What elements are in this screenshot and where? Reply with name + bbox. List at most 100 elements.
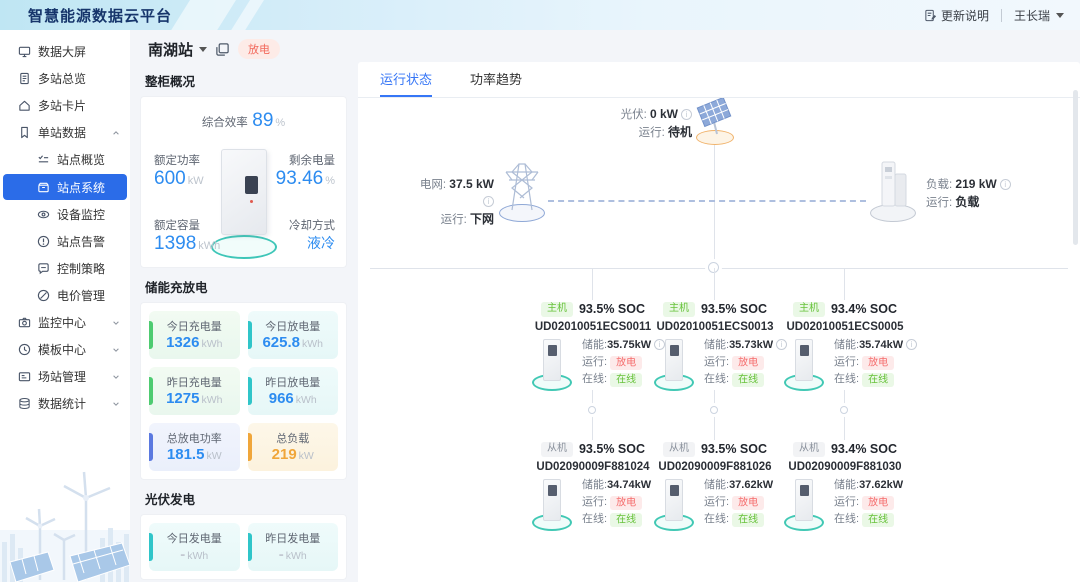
- battery-cabinet-icon: [652, 337, 698, 393]
- switch-station-icon[interactable]: [215, 42, 230, 57]
- info-icon[interactable]: i: [483, 196, 494, 207]
- pv-label: 光伏:: [620, 109, 647, 121]
- tile-accent: [247, 377, 252, 405]
- section-title-cabinet: 整柜概况: [145, 75, 196, 89]
- archive-box-icon: [38, 182, 49, 192]
- sidebar-group-single-station[interactable]: 单站数据: [0, 119, 130, 146]
- run-label: 运行:: [582, 356, 608, 368]
- main-panel: 运行状态 功率趋势 光伏: 0 kW i 运行: 待机 电网: 37.5 kWi: [358, 62, 1080, 582]
- tile-value: -: [180, 546, 186, 563]
- unit-serial: UD02090009F881026: [658, 461, 772, 473]
- chat-bubble-icon: [38, 263, 49, 275]
- tab-running-status[interactable]: 运行状态: [380, 62, 433, 97]
- tile-accent: [149, 377, 153, 405]
- chevron-down-icon: [113, 374, 119, 379]
- stat-value: 1398: [154, 233, 197, 254]
- tile-accent: [247, 433, 252, 461]
- role-badge: 从机: [540, 441, 573, 457]
- update-notes-button[interactable]: 更新说明: [924, 7, 989, 24]
- stat-unit: %: [325, 175, 335, 187]
- tile-unit: kW: [298, 450, 314, 462]
- sidebar-item-label: 多站总览: [38, 72, 87, 86]
- station-name: 南湖站: [148, 41, 194, 59]
- role-badge: 主机: [540, 301, 573, 317]
- sidebar-item-label: 站点告警: [57, 235, 106, 249]
- sidebar-item-site-system[interactable]: 站点系统: [3, 174, 127, 200]
- topbar-divider: [1000, 8, 1002, 22]
- battery-unit-slave-3: 从机 93.4% SOC UD02090009F881030 储能:37.62kW…: [770, 440, 920, 533]
- unit-serial: UD02090009F881024: [536, 461, 650, 473]
- sidebar-item-label: 数据大屏: [38, 45, 87, 59]
- stat-tile-total-discharge-power: 总放电功率 181.5 kW: [149, 423, 240, 471]
- chevron-down-icon: [113, 320, 119, 325]
- chevron-down-icon: [199, 46, 208, 52]
- unit-info: 储能:35.75kW i 运行: 放电 在线: 在线: [576, 337, 668, 393]
- stat-tile-today-generation: 今日发电量 - kWh: [149, 523, 240, 571]
- chevron-down-icon: [113, 401, 119, 406]
- tab-power-trend[interactable]: 功率趋势: [470, 72, 523, 87]
- camera-icon: [18, 317, 31, 328]
- sidebar-item-device-monitor[interactable]: 设备监控: [0, 201, 130, 228]
- sidebar-item-data-screen[interactable]: 数据大屏: [0, 38, 130, 65]
- sidebar-item-label: 数据统计: [38, 397, 87, 411]
- info-icon[interactable]: i: [999, 179, 1011, 190]
- battery-cabinet-icon: [782, 337, 828, 393]
- power-label: 储能:: [704, 339, 730, 351]
- sidebar-item-site-overview[interactable]: 站点概览: [0, 146, 130, 173]
- tile-value: 181.5: [166, 446, 205, 463]
- sidebar-item-price-manage[interactable]: 电价管理: [0, 282, 130, 309]
- battery-unit-slave-1: 从机 93.5% SOC UD02090009F881024 储能:34.74kW…: [518, 440, 668, 533]
- cabinet-base-ring: [210, 235, 277, 259]
- home-icon: [19, 100, 30, 111]
- sidebar-group-template-center[interactable]: 模板中心: [0, 336, 130, 363]
- sidebar-item-multi-overview[interactable]: 多站总览: [0, 65, 130, 92]
- sidebar-item-control-strategy[interactable]: 控制策略: [0, 255, 130, 282]
- tile-accent: [247, 533, 252, 561]
- grid-base-ring: [499, 204, 545, 222]
- battery-box: [795, 479, 813, 521]
- info-icon[interactable]: i: [776, 339, 788, 350]
- run-badge: 放电: [732, 355, 765, 370]
- battery-box: [795, 339, 813, 381]
- battery-screen: [548, 345, 557, 356]
- stat-unit: %: [275, 117, 286, 129]
- sidebar-item-multi-cards[interactable]: 多站卡片: [0, 92, 130, 119]
- sidebar-group-data-stats[interactable]: 数据统计: [0, 390, 130, 417]
- role-badge: 主机: [792, 301, 825, 317]
- sidebar-group-monitor-center[interactable]: 监控中心: [0, 309, 130, 336]
- info-icon[interactable]: i: [681, 109, 692, 120]
- battery-cabinet-icon: [530, 477, 576, 533]
- power-value: 35.74kW: [859, 339, 904, 351]
- grid-node-info: 电网: 37.5 kW i 运行: 下网: [406, 176, 494, 229]
- main-tabs: 运行状态 功率趋势: [358, 62, 1080, 98]
- online-label: 在线:: [704, 513, 730, 525]
- user-menu[interactable]: 王长瑞: [1014, 7, 1064, 24]
- battery-screen: [670, 485, 679, 496]
- info-icon[interactable]: i: [906, 339, 918, 350]
- sidebar-group-station-manage[interactable]: 场站管理: [0, 363, 130, 390]
- transmission-tower-icon: [505, 163, 539, 211]
- battery-screen: [548, 485, 557, 496]
- sidebar-item-label: 监控中心: [38, 316, 87, 330]
- battery-unit-master-1: 主机 93.5% SOC UD02010051ECS0011 储能:35.75kW…: [518, 300, 668, 393]
- circle-slash-icon: [37, 289, 50, 302]
- grid-run-value: 下网: [469, 212, 494, 226]
- update-notes-label: 更新说明: [940, 8, 989, 23]
- stat-tile-yesterday-generation: 昨日发电量 - kWh: [247, 523, 338, 571]
- topbar-actions: 更新说明 王长瑞: [924, 0, 1064, 30]
- station-selector[interactable]: 南湖站: [148, 39, 208, 60]
- vertical-scrollbar[interactable]: [1073, 90, 1078, 245]
- pair-connector-2: [714, 390, 715, 440]
- sidebar-item-label: 多站卡片: [38, 99, 87, 113]
- pv-stats-card: 今日发电量 - kWh 昨日发电量 - kWh: [140, 514, 347, 580]
- tile-unit: kWh: [285, 550, 307, 562]
- pair-node-3: [840, 406, 848, 414]
- monitor-icon: [18, 46, 31, 58]
- sidebar-item-site-alarm[interactable]: 站点告警: [0, 228, 130, 255]
- tile-accent: [149, 533, 153, 561]
- stat-tile-today-discharge: 今日放电量 625.8 kWh: [247, 311, 338, 359]
- role-badge: 从机: [792, 441, 825, 457]
- info-icon[interactable]: i: [654, 339, 666, 350]
- power-label: 储能:: [582, 479, 608, 491]
